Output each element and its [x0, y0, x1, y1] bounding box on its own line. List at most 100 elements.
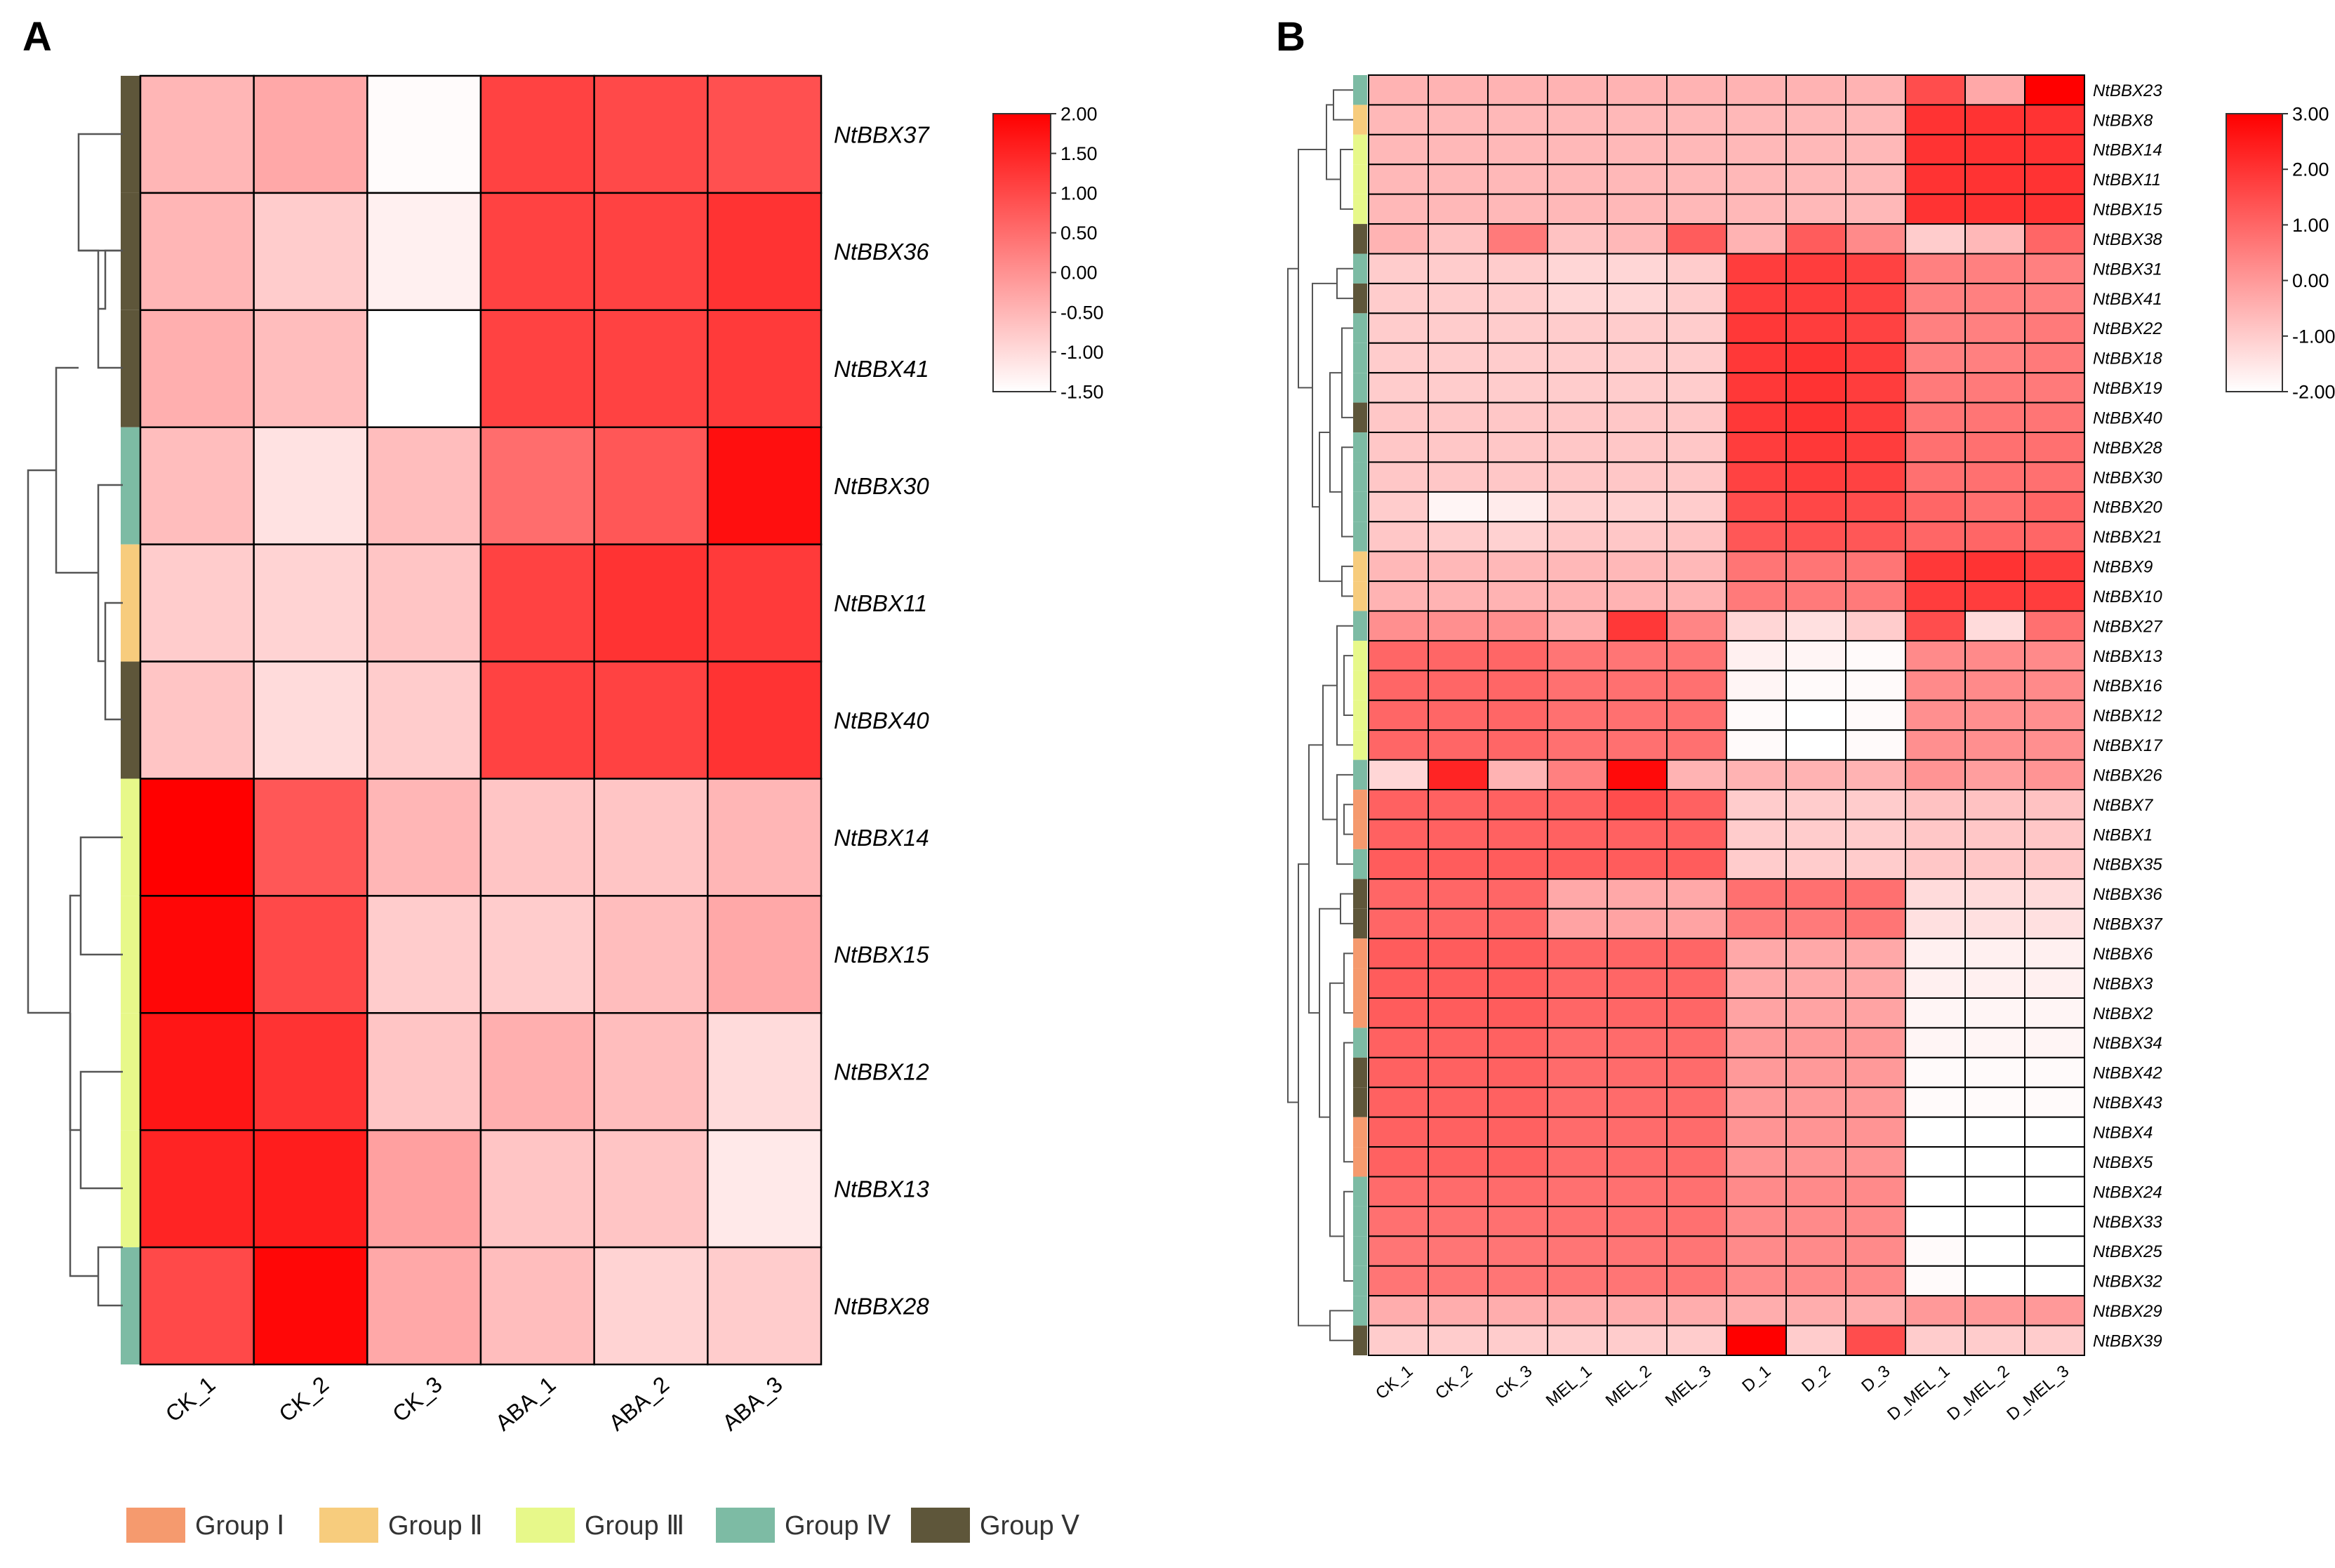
heatmap-cell: [1368, 1027, 1429, 1058]
heatmap-cell: [1785, 312, 1847, 344]
heatmap-cell: [1368, 1087, 1429, 1118]
heatmap-cell: [1666, 1324, 1727, 1357]
heatmap-cell: [1845, 789, 1906, 820]
heatmap-cell: [1428, 848, 1489, 880]
group-bar-NtBBX13: [121, 1130, 140, 1248]
heatmap-cell: [1905, 133, 1966, 166]
heatmap-cell: [1368, 491, 1429, 523]
heatmap-cell: [707, 1129, 823, 1249]
row-label-NtBBX30: NtBBX30: [2093, 468, 2162, 487]
heatmap-cell: [1785, 74, 1847, 106]
legend-swatch: [716, 1508, 775, 1543]
heatmap-cell: [1905, 610, 1966, 642]
heatmap-cell: [1726, 1116, 1787, 1148]
heatmap-cell: [2024, 1235, 2085, 1267]
heatmap-cell: [1666, 521, 1727, 552]
heatmap-cell: [1368, 1265, 1429, 1297]
heatmap-cell: [1428, 1087, 1489, 1118]
heatmap-cell: [1428, 967, 1489, 999]
group-bar-NtBBX3: [1353, 968, 1367, 998]
heatmap-cell: [1487, 253, 1548, 284]
heatmap-cell: [1666, 312, 1727, 344]
heatmap-cell: [2024, 1324, 2085, 1357]
heatmap-cell: [1666, 74, 1727, 106]
column-label-D_3: D_3: [1858, 1362, 1894, 1396]
group-bar-NtBBX11: [121, 544, 140, 662]
heatmap-cell: [1666, 1235, 1727, 1267]
legend-label: Group Ⅳ: [785, 1511, 891, 1541]
heatmap-cell: [1785, 878, 1847, 910]
heatmap-cell: [1785, 580, 1847, 612]
heatmap-cell: [1606, 312, 1668, 344]
heatmap-cell: [1905, 282, 1966, 314]
colorbar-tick-label: -1.50: [1060, 381, 1104, 402]
group-bar-NtBBX43: [1353, 1087, 1367, 1117]
heatmap-cell: [1845, 729, 1906, 761]
heatmap-cell: [1368, 639, 1429, 672]
heatmap-cell: [2024, 789, 2085, 820]
heatmap-cell: [1606, 878, 1668, 910]
heatmap-cell: [1368, 848, 1429, 880]
heatmap-cell: [1428, 580, 1489, 612]
heatmap-cell: [253, 309, 368, 428]
heatmap-cell: [593, 1129, 709, 1249]
row-label-NtBBX32: NtBBX32: [2093, 1273, 2162, 1291]
heatmap-cell: [1964, 1235, 2025, 1267]
heatmap-cell: [1428, 789, 1489, 820]
colorbar-tick-label: -2.00: [2292, 381, 2335, 402]
colorbar-tick-label: 1.50: [1060, 143, 1098, 164]
heatmap-cell: [1606, 133, 1668, 166]
heatmap-cell: [1487, 908, 1548, 940]
heatmap-cell: [1547, 550, 1608, 583]
heatmap-cell: [1428, 223, 1489, 255]
row-label-NtBBX35: NtBBX35: [2093, 856, 2162, 875]
heatmap-cell: [1547, 670, 1608, 701]
heatmap-cell: [1964, 1116, 2025, 1148]
row-label-NtBBX13: NtBBX13: [2093, 647, 2162, 666]
heatmap-cell: [1666, 1295, 1727, 1327]
row-label-NtBBX12: NtBBX12: [834, 1059, 929, 1085]
heatmap-cell: [1428, 193, 1489, 225]
heatmap-cell: [1964, 699, 2025, 731]
heatmap-cell: [1905, 1176, 1966, 1207]
heatmap-cell: [1964, 282, 2025, 314]
heatmap-cell: [1845, 133, 1906, 166]
heatmap-cell: [1845, 699, 1906, 731]
heatmap-cell: [1428, 1146, 1489, 1178]
heatmap-cell: [1666, 223, 1727, 255]
heatmap-cell: [1726, 312, 1787, 344]
heatmap-cell: [1964, 639, 2025, 672]
heatmap-cell: [1606, 729, 1668, 761]
heatmap-cell: [1666, 550, 1727, 583]
heatmap-cell: [593, 1246, 709, 1366]
heatmap-cell: [1428, 1116, 1489, 1148]
group-bar-NtBBX42: [1353, 1057, 1367, 1088]
group-bar-NtBBX23: [1353, 75, 1367, 105]
group-bar-NtBBX25: [1353, 1236, 1367, 1266]
heatmap-cell: [2024, 1205, 2085, 1237]
heatmap-cell: [253, 660, 368, 780]
heatmap-cell: [707, 1012, 823, 1131]
heatmap-cell: [1368, 997, 1429, 1029]
heatmap-cell: [1368, 878, 1429, 910]
heatmap-cell: [2024, 967, 2085, 999]
heatmap-cell: [2024, 1295, 2085, 1327]
heatmap-cell: [1726, 699, 1787, 731]
heatmap-cell: [1905, 491, 1966, 523]
heatmap-cell: [1547, 1146, 1608, 1178]
heatmap-cell: [2024, 164, 2085, 195]
heatmap-cell: [1726, 342, 1787, 374]
heatmap-cell: [1845, 550, 1906, 583]
heatmap-cell: [1726, 253, 1787, 284]
column-label-CK_1: CK_1: [161, 1371, 220, 1427]
heatmap-cell: [2024, 193, 2085, 225]
heatmap-cell: [139, 543, 255, 663]
heatmap-cell: [1785, 997, 1847, 1029]
heatmap-cell: [1428, 401, 1489, 434]
heatmap-cell: [1368, 342, 1429, 374]
heatmap-cell: [1428, 253, 1489, 284]
heatmap-cell: [1606, 253, 1668, 284]
heatmap-cell: [2024, 938, 2085, 969]
heatmap-cell: [1368, 729, 1429, 761]
heatmap-cell: [1845, 759, 1906, 791]
